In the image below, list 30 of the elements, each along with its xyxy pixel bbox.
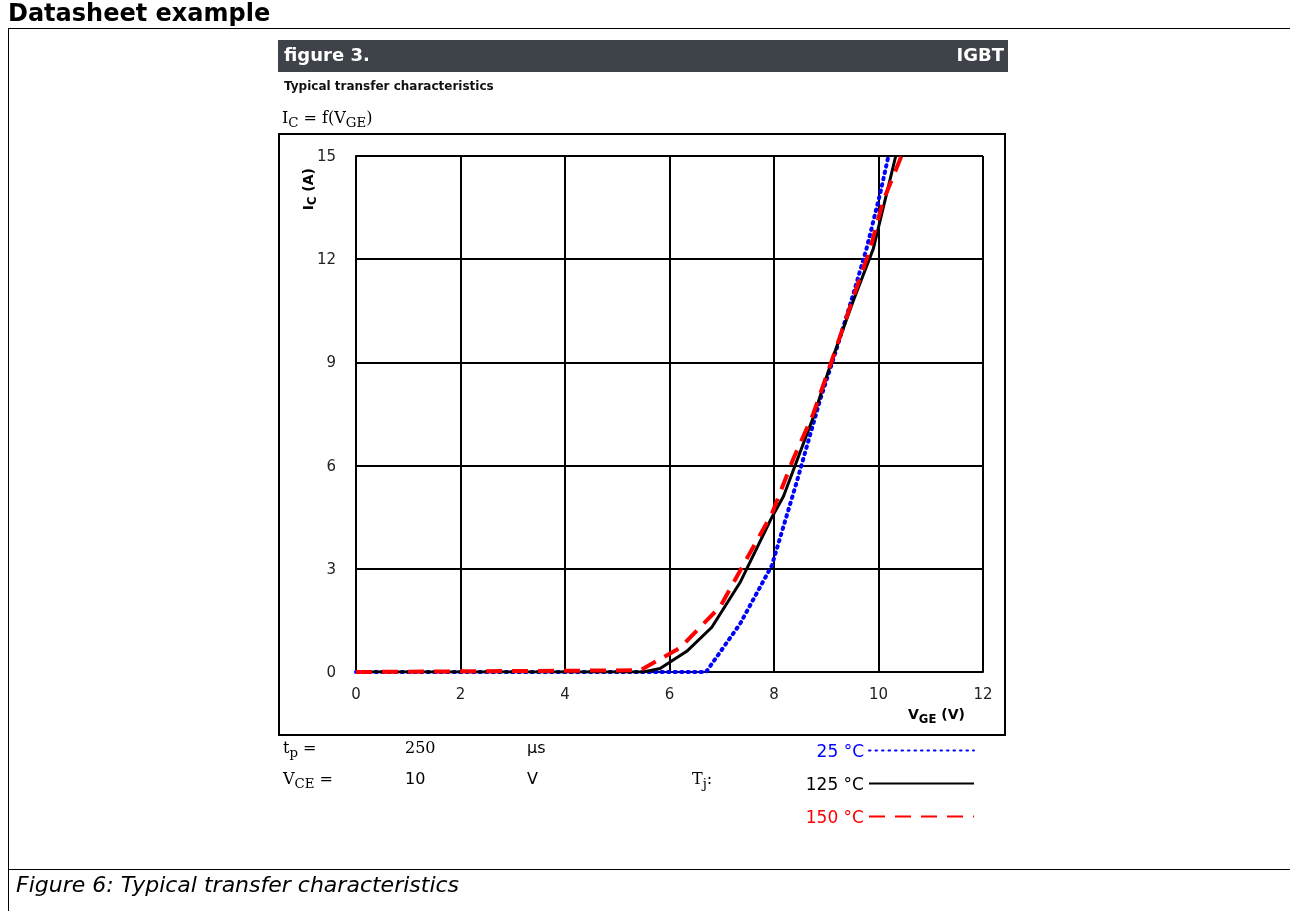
x-tick-label: 8	[769, 684, 779, 703]
caption: Figure 6: Typical transfer characteristics	[16, 872, 460, 897]
x-tick-label: 2	[455, 684, 466, 703]
text: t$_{p}$ =	[283, 738, 317, 761]
y-tick-label: 0	[326, 663, 336, 681]
text: 125 °C	[805, 773, 864, 794]
x-tick-label: 12	[973, 684, 993, 703]
text: 150 °C	[805, 806, 864, 827]
text: IGBT	[956, 44, 1004, 65]
text: 10	[405, 769, 426, 788]
x-tick-label: 6	[664, 684, 675, 703]
y-tick-label: 12	[316, 250, 336, 269]
text: V	[527, 769, 538, 788]
y-tick-label: 15	[316, 147, 336, 165]
x-tick-label: 4	[560, 684, 570, 703]
x-axis-title: V$_{GE}$ (V)	[908, 706, 965, 726]
x-tick-label: 10	[868, 684, 889, 703]
chart-title: figure 3.	[284, 44, 370, 65]
chart-subtitle: Typical transfer characteristics	[284, 79, 494, 93]
legend-title: T$_{j}$:	[692, 769, 713, 792]
y-tick-label: 6	[326, 456, 336, 475]
y-tick-label: 9	[326, 353, 336, 372]
y-tick-label: 3	[326, 559, 336, 578]
text: Datasheet example	[8, 0, 271, 27]
x-tick-label: 0	[351, 684, 361, 703]
text: 250	[405, 738, 436, 757]
text: µs	[527, 738, 546, 757]
text: 25 °C	[816, 740, 864, 761]
text: I$_{C}$ = f(V$_{GE}$)	[282, 108, 373, 131]
text: V$_{CE}$ =	[283, 769, 333, 792]
